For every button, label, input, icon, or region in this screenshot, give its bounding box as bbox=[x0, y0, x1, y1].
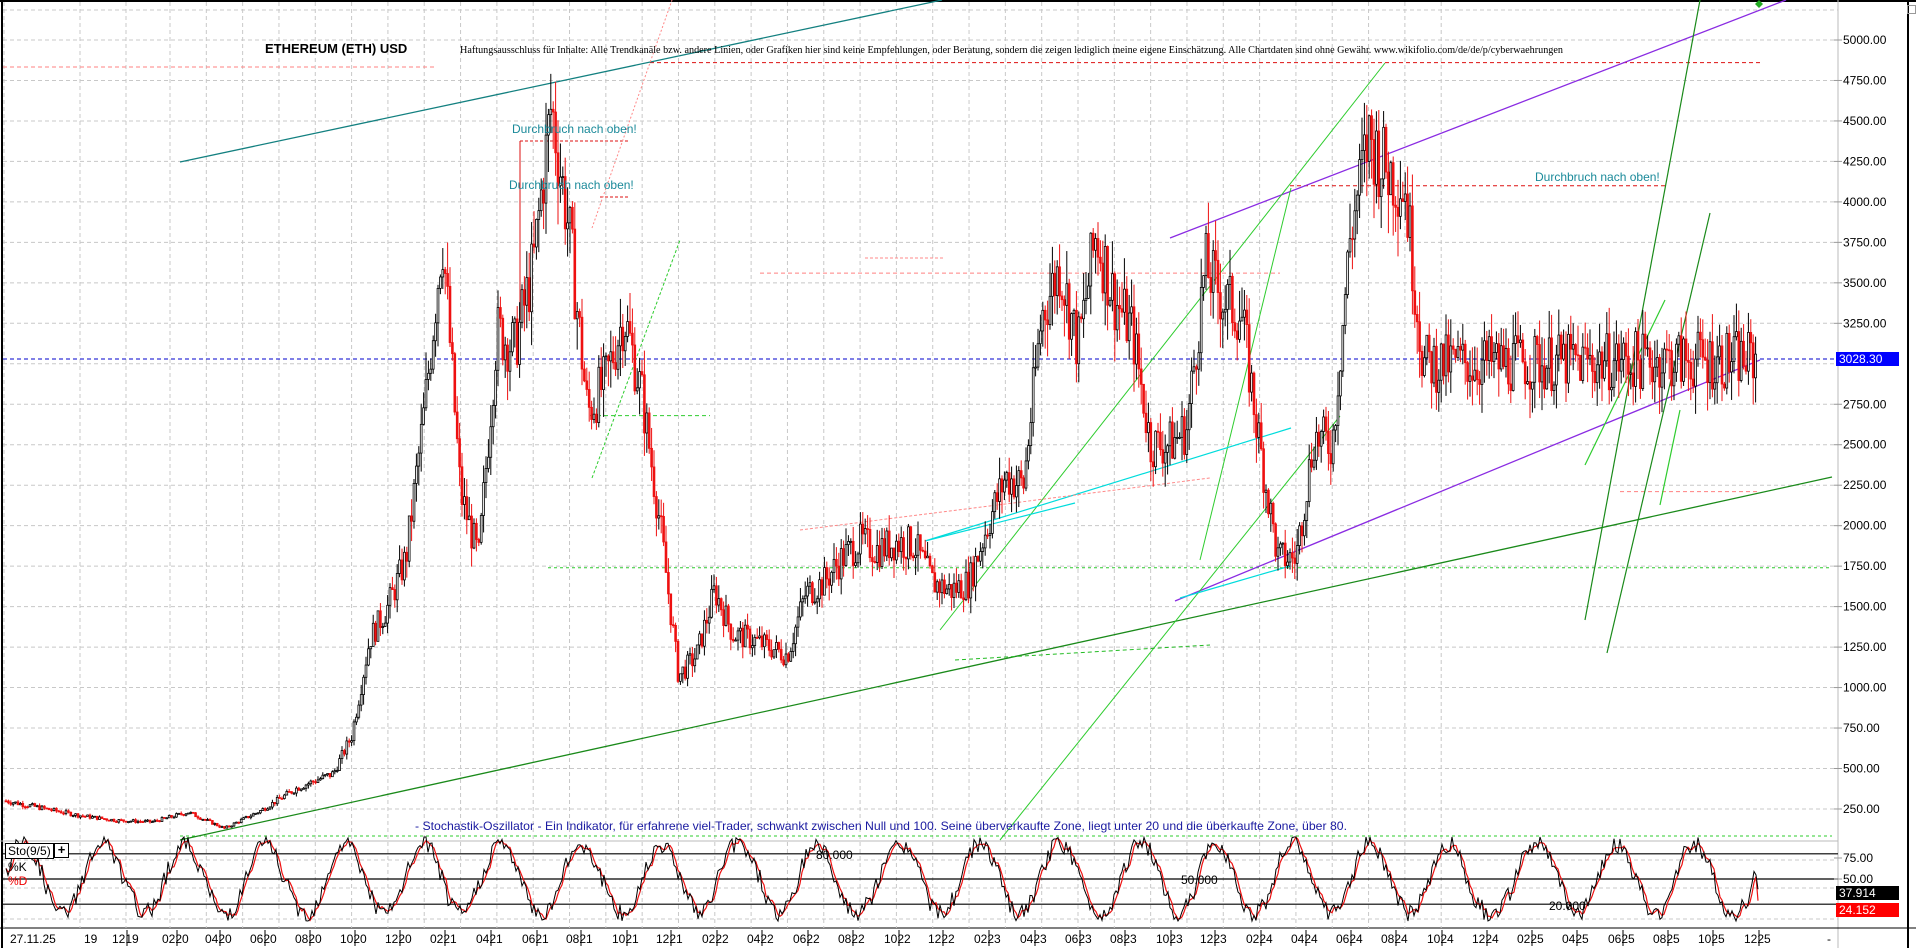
svg-text:250.00: 250.00 bbox=[1843, 802, 1880, 816]
svg-text:1222: 1222 bbox=[928, 932, 955, 946]
svg-text:1500.00: 1500.00 bbox=[1843, 600, 1887, 614]
stoch-k-value-tag: 37.914 bbox=[1836, 886, 1899, 900]
breakout-annotation-3: Durchbruch nach oben! bbox=[1535, 170, 1660, 184]
stoch-level-80-label: 80.000 bbox=[816, 848, 853, 862]
svg-text:19: 19 bbox=[84, 932, 98, 946]
svg-text:0420: 0420 bbox=[205, 932, 232, 946]
stochastic-description: - Stochastik-Oszillator - Ein Indikator,… bbox=[415, 819, 1347, 833]
indicator-name-label[interactable]: Sto(9/5) bbox=[5, 843, 54, 859]
svg-text:1223: 1223 bbox=[1200, 932, 1227, 946]
stoch-level-50-label: 50.000 bbox=[1181, 873, 1218, 887]
svg-text:1021: 1021 bbox=[612, 932, 639, 946]
price-axis-ticks: 5000.00 4750.00 4500.00 4250.00 4000.00 3750.… bbox=[1834, 33, 1887, 886]
svg-text:4250.00: 4250.00 bbox=[1843, 154, 1887, 168]
svg-text:-: - bbox=[1827, 932, 1831, 946]
svg-text:0625: 0625 bbox=[1608, 932, 1635, 946]
stoch-level-20-label: 20.000 bbox=[1549, 899, 1586, 913]
svg-text:0621: 0621 bbox=[522, 932, 549, 946]
svg-text:27.11.25: 27.11.25 bbox=[10, 932, 56, 946]
svg-text:3500.00: 3500.00 bbox=[1843, 276, 1887, 290]
price-candles bbox=[4, 73, 1757, 830]
svg-text:0220: 0220 bbox=[162, 932, 189, 946]
svg-text:1020: 1020 bbox=[340, 932, 367, 946]
grid-lines bbox=[3, 2, 1838, 928]
svg-text:1224: 1224 bbox=[1472, 932, 1499, 946]
svg-text:5000.00: 5000.00 bbox=[1843, 33, 1887, 47]
trend-lines bbox=[179, 0, 1833, 841]
svg-text:1024: 1024 bbox=[1427, 932, 1454, 946]
svg-text:1023: 1023 bbox=[1156, 932, 1183, 946]
svg-text:0622: 0622 bbox=[793, 932, 820, 946]
svg-text:0224: 0224 bbox=[1246, 932, 1273, 946]
svg-text:0421: 0421 bbox=[476, 932, 503, 946]
svg-text:4000.00: 4000.00 bbox=[1843, 195, 1887, 209]
svg-text:4500.00: 4500.00 bbox=[1843, 114, 1887, 128]
chart-title: ETHEREUM (ETH) USD bbox=[265, 41, 407, 56]
svg-text:0623: 0623 bbox=[1065, 932, 1092, 946]
svg-text:0820: 0820 bbox=[295, 932, 322, 946]
svg-text:2750.00: 2750.00 bbox=[1843, 397, 1887, 411]
svg-text:2250.00: 2250.00 bbox=[1843, 478, 1887, 492]
svg-text:0225: 0225 bbox=[1517, 932, 1544, 946]
svg-text:2000.00: 2000.00 bbox=[1843, 519, 1887, 533]
svg-text:0821: 0821 bbox=[566, 932, 593, 946]
stoch-d-legend: %D bbox=[8, 874, 28, 888]
svg-text:3250.00: 3250.00 bbox=[1843, 316, 1887, 330]
time-axis-ticks: 27.11.25 19 1219 0220 0420 0620 0820 1020 1220 02… bbox=[10, 930, 1831, 946]
svg-text:0223: 0223 bbox=[974, 932, 1001, 946]
svg-text:3750.00: 3750.00 bbox=[1843, 235, 1887, 249]
svg-text:1000.00: 1000.00 bbox=[1843, 681, 1887, 695]
svg-text:1225: 1225 bbox=[1744, 932, 1771, 946]
svg-text:1250.00: 1250.00 bbox=[1843, 640, 1887, 654]
svg-text:0823: 0823 bbox=[1110, 932, 1137, 946]
svg-text:1220: 1220 bbox=[385, 932, 412, 946]
expand-indicator-button[interactable]: + bbox=[54, 843, 69, 858]
svg-text:1750.00: 1750.00 bbox=[1843, 559, 1887, 573]
svg-text:75.00: 75.00 bbox=[1843, 851, 1873, 865]
svg-text:2500.00: 2500.00 bbox=[1843, 438, 1887, 452]
svg-text:0422: 0422 bbox=[747, 932, 774, 946]
svg-text:1025: 1025 bbox=[1698, 932, 1725, 946]
breakout-annotation-1: Durchbruch nach oben! bbox=[512, 122, 637, 136]
stoch-d-value-tag: 24.152 bbox=[1836, 903, 1899, 917]
breakout-annotation-2: Durchbruch nach oben! bbox=[509, 178, 634, 192]
stoch-k-legend: %K bbox=[8, 860, 27, 874]
svg-text:0221: 0221 bbox=[430, 932, 457, 946]
horizontal-level-lines bbox=[3, 62, 1838, 837]
svg-text:750.00: 750.00 bbox=[1843, 721, 1880, 735]
svg-text:4750.00: 4750.00 bbox=[1843, 73, 1887, 87]
svg-text:0620: 0620 bbox=[250, 932, 277, 946]
svg-text:0824: 0824 bbox=[1381, 932, 1408, 946]
svg-text:0822: 0822 bbox=[838, 932, 865, 946]
svg-text:1022: 1022 bbox=[884, 932, 911, 946]
disclaimer-text: Haftungsausschluss für Inhalte: Alle Tre… bbox=[460, 45, 1563, 56]
svg-text:0425: 0425 bbox=[1562, 932, 1589, 946]
svg-text:0423: 0423 bbox=[1020, 932, 1047, 946]
svg-text:500.00: 500.00 bbox=[1843, 762, 1880, 776]
svg-text:50.00: 50.00 bbox=[1843, 872, 1873, 886]
stochastic-oscillator-pane bbox=[3, 835, 1838, 923]
svg-text:0222: 0222 bbox=[702, 932, 729, 946]
collapse-pane-icon[interactable] bbox=[1907, 5, 1916, 14]
svg-text:1221: 1221 bbox=[656, 932, 683, 946]
svg-text:0624: 0624 bbox=[1336, 932, 1363, 946]
svg-text:1219: 1219 bbox=[112, 932, 139, 946]
current-price-tag: 3028.30 bbox=[1836, 352, 1899, 366]
svg-text:0424: 0424 bbox=[1291, 932, 1318, 946]
svg-text:0825: 0825 bbox=[1653, 932, 1680, 946]
